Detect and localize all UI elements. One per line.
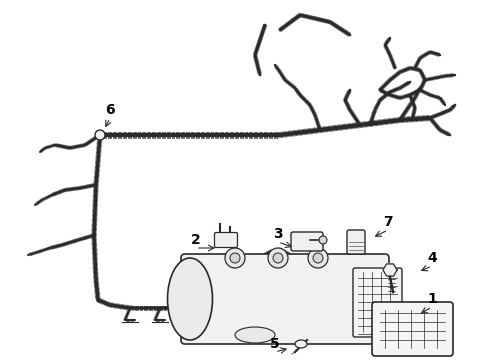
Text: 1: 1 xyxy=(426,292,436,306)
Ellipse shape xyxy=(294,340,306,348)
Text: 5: 5 xyxy=(269,337,279,351)
Text: 7: 7 xyxy=(383,215,392,229)
FancyBboxPatch shape xyxy=(346,230,364,254)
Circle shape xyxy=(307,248,327,268)
Text: 2: 2 xyxy=(191,233,201,247)
Text: 4: 4 xyxy=(426,251,436,265)
Text: 3: 3 xyxy=(273,227,282,241)
Circle shape xyxy=(312,253,323,263)
FancyBboxPatch shape xyxy=(290,232,323,251)
Circle shape xyxy=(318,236,326,244)
Circle shape xyxy=(272,253,283,263)
Circle shape xyxy=(224,248,244,268)
FancyBboxPatch shape xyxy=(352,268,401,337)
Ellipse shape xyxy=(235,327,274,343)
FancyBboxPatch shape xyxy=(214,233,237,248)
Circle shape xyxy=(95,130,105,140)
Text: 6: 6 xyxy=(105,103,115,117)
Ellipse shape xyxy=(167,258,212,340)
Circle shape xyxy=(229,253,240,263)
FancyBboxPatch shape xyxy=(181,254,388,344)
Polygon shape xyxy=(382,264,396,276)
FancyBboxPatch shape xyxy=(371,302,452,356)
Circle shape xyxy=(267,248,287,268)
